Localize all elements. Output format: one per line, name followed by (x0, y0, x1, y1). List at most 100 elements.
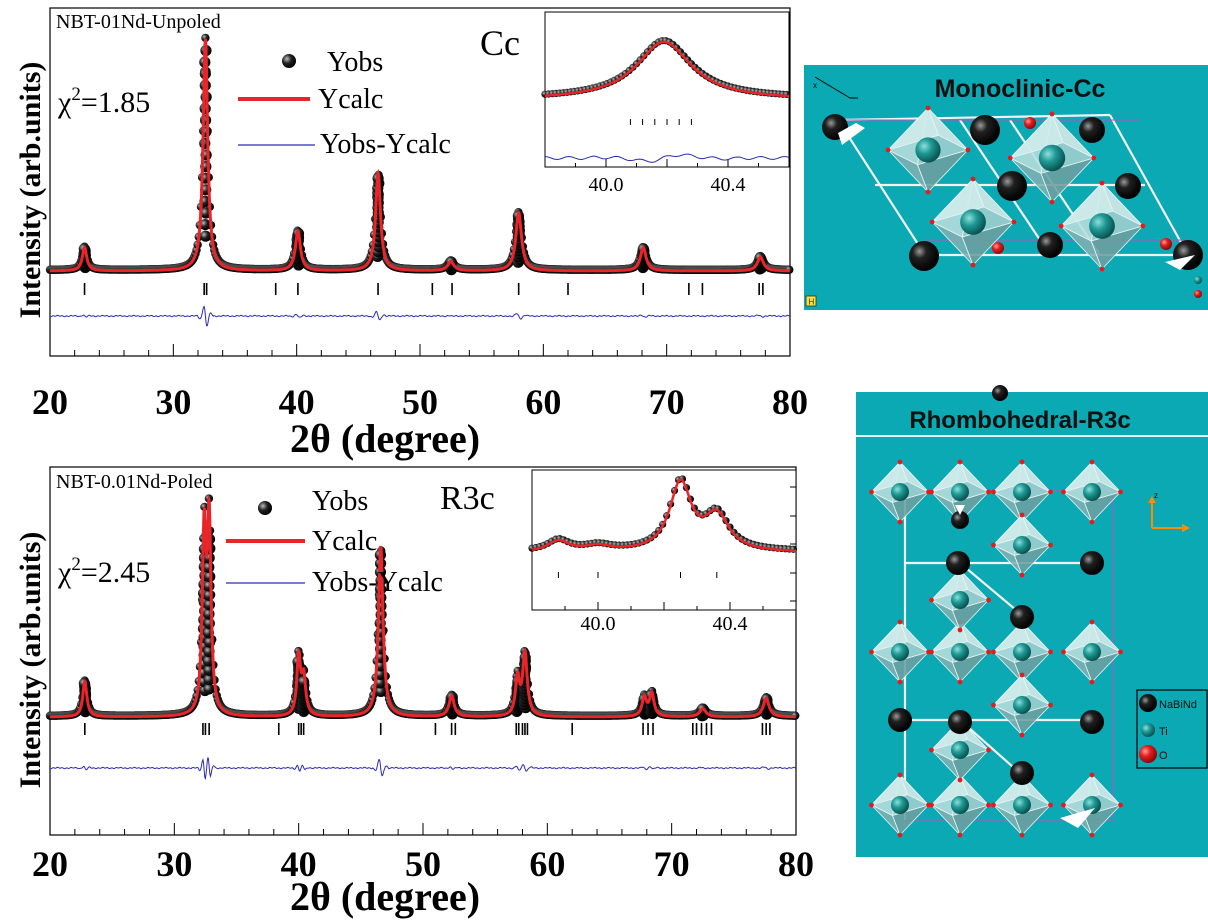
oxygen-site (869, 803, 874, 808)
bottom-chi2-label: χ2=2.45 (57, 554, 150, 589)
oxygen-site (1090, 460, 1095, 465)
top-space-group: Cc (480, 23, 520, 63)
oxygen-site (1118, 803, 1123, 808)
oxygen-site (1048, 703, 1053, 708)
oxygen-site (1100, 267, 1105, 272)
ti-atom (891, 796, 909, 814)
oxygen-atom (1160, 238, 1172, 250)
x-tick-label: 20 (32, 844, 68, 884)
nabind-atom (948, 710, 972, 734)
atom-legend: NaBiNd Ti O (1137, 690, 1207, 768)
oxygen-site (958, 628, 963, 633)
oxygen-site (991, 490, 996, 495)
oxygen-site (1048, 543, 1053, 548)
svg-text:z: z (1154, 491, 1158, 500)
ti-atom (1013, 536, 1031, 554)
oxygen-site (1100, 181, 1105, 186)
rhombohedral-structure-panel: Rhombohedral-R3c z NaBiNd Ti O (856, 385, 1208, 857)
oxygen-site (869, 490, 874, 495)
bottom-legend-diff-label: Yobs-Ycalc (312, 567, 443, 598)
oxygen-site (1020, 833, 1025, 838)
oxygen-site (1020, 733, 1025, 738)
bottom-inset: 40.0 40.4 (528, 470, 797, 635)
top-chi2-label: χ2=1.85 (57, 84, 150, 119)
atom-legend-o-marker (1139, 745, 1157, 763)
top-legend-calc-label: Ycalc (318, 84, 383, 115)
ti-atom (960, 209, 986, 235)
inset-x-tick-label: 40.0 (589, 174, 624, 196)
nabind-atom (1080, 710, 1104, 734)
ti-atom (1083, 483, 1101, 501)
oxygen-site (926, 106, 931, 111)
oxygen-site (898, 620, 903, 625)
nabind-atom (946, 551, 970, 575)
oxygen-site (930, 220, 935, 225)
oxygen-site (1050, 200, 1055, 205)
oxygen-site (986, 748, 991, 753)
oxygen-site (898, 680, 903, 685)
ti-atom (1013, 643, 1031, 661)
oxygen-site (1090, 520, 1095, 525)
oxygen-site (966, 148, 971, 153)
top-sample-label: NBT-01Nd-Unpoled (56, 11, 221, 33)
oxygen-site (991, 703, 996, 708)
oxygen-site (929, 598, 934, 603)
bottom-legend-obs-marker (258, 501, 272, 515)
oxygen-site (1090, 680, 1095, 685)
nabind-atom (1079, 117, 1105, 143)
inset-x-tick-label: 40.4 (711, 174, 746, 196)
x-tick-label: 20 (32, 382, 68, 422)
nabind-atom (1115, 173, 1141, 199)
yobs-point (200, 231, 211, 242)
nabind-atom (1010, 605, 1034, 629)
ti-atom (891, 643, 909, 661)
oxygen-site (1048, 803, 1053, 808)
nabind-atom (992, 385, 1008, 401)
oxygen-site (971, 263, 976, 268)
oxygen-site (886, 148, 891, 153)
ti-atom (1013, 483, 1031, 501)
top-panel: 20 30 40 50 60 70 80 NBT-01Nd-Unpoled χ2=1.85 … (14, 8, 808, 461)
oxygen-site (1050, 112, 1055, 117)
oxygen-site (1090, 773, 1095, 778)
atom-legend-nabind-label: NaBiNd (1159, 699, 1197, 711)
x-tick-label: 60 (529, 844, 565, 884)
ti-atom (1083, 643, 1101, 661)
oxygen-site (1140, 224, 1145, 229)
monoclinic-title: Monoclinic-Cc (935, 75, 1106, 103)
ti-atom (1013, 696, 1031, 714)
oxygen-site (898, 520, 903, 525)
oxygen-site (986, 598, 991, 603)
oxygen-site (929, 490, 934, 495)
nabind-atom (1010, 761, 1034, 785)
oxygen-site (898, 833, 903, 838)
oxygen-atom (992, 242, 1004, 254)
ti-atom (1039, 145, 1065, 171)
bottom-y-axis-label: Intensity (arb.units) (14, 532, 47, 789)
oxygen-site (1020, 513, 1025, 518)
top-x-axis-label: 2θ (degree) (290, 416, 480, 461)
oxygen-site (1020, 460, 1025, 465)
oxygen-site (1118, 490, 1123, 495)
top-legend-obs-label: Yobs (327, 47, 383, 78)
atom-legend-ti-marker (1141, 723, 1155, 737)
oxygen-site (1118, 650, 1123, 655)
oxygen-site (1061, 650, 1066, 655)
x-tick-label: 70 (649, 382, 685, 422)
bottom-panel: 20 30 40 50 60 70 80 NBT-0.01Nd-Poled χ2=2.45 … (14, 467, 814, 919)
oxygen-site (1048, 650, 1053, 655)
top-y-axis-label: Intensity (arb.units) (14, 62, 47, 319)
oxygen-site (898, 460, 903, 465)
atom-legend-nabind-marker (1139, 694, 1157, 712)
oxygen-site (986, 490, 991, 495)
oxygen-site (958, 778, 963, 783)
ti-atom (951, 591, 969, 609)
nabind-atom (1037, 232, 1063, 258)
bottom-legend-calc-label: Ycalc (312, 526, 377, 557)
oxygen-site (986, 650, 991, 655)
x-tick-label: 60 (525, 382, 561, 422)
oxygen-site (1061, 803, 1066, 808)
oxygen-site (926, 190, 931, 195)
inset-x-tick-label: 40.4 (713, 613, 748, 635)
